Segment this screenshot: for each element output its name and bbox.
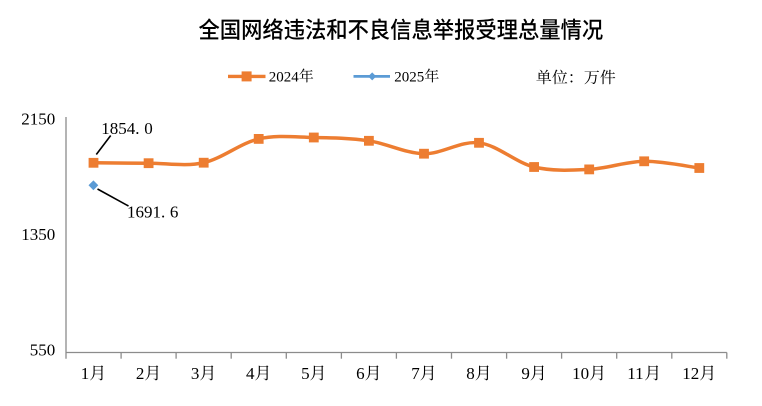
svg-text:10: 10 bbox=[572, 364, 589, 383]
svg-text:6: 6 bbox=[356, 364, 365, 383]
svg-text:6: 6 bbox=[170, 203, 179, 222]
svg-text:8: 8 bbox=[466, 364, 475, 383]
svg-text:4: 4 bbox=[246, 364, 255, 383]
svg-text:12: 12 bbox=[682, 364, 699, 383]
svg-text:5: 5 bbox=[301, 364, 310, 383]
svg-text:11: 11 bbox=[627, 364, 643, 383]
svg-text:2: 2 bbox=[136, 364, 145, 383]
svg-text:2150: 2150 bbox=[21, 109, 55, 128]
svg-text:9: 9 bbox=[521, 364, 530, 383]
svg-text:3: 3 bbox=[191, 364, 200, 383]
svg-text:7: 7 bbox=[411, 364, 420, 383]
svg-text:2024: 2024 bbox=[269, 69, 300, 85]
svg-text:550: 550 bbox=[30, 341, 56, 360]
svg-text:1854.: 1854. bbox=[101, 119, 139, 138]
svg-text:0: 0 bbox=[144, 119, 153, 138]
svg-text:2025: 2025 bbox=[394, 69, 424, 85]
svg-text:1691.: 1691. bbox=[127, 203, 165, 222]
svg-text:1350: 1350 bbox=[21, 225, 55, 244]
svg-text:1: 1 bbox=[81, 364, 90, 383]
